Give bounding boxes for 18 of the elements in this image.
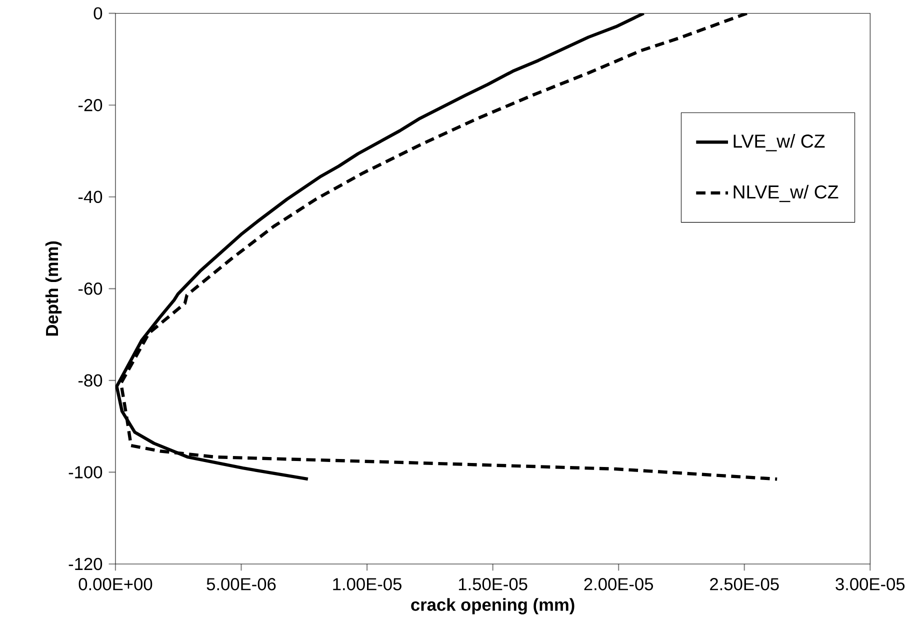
y-tick-label: -120 xyxy=(68,558,102,570)
legend-label: NLVE_w/ CZ xyxy=(734,184,838,202)
x-tick-label: 2.50E-05 xyxy=(710,578,779,590)
y-tick-label: 0 xyxy=(94,7,102,20)
y-tick-label: -20 xyxy=(78,98,102,112)
x-tick-label: 1.00E-05 xyxy=(333,578,402,590)
x-tick-label: 5.00E-06 xyxy=(206,578,276,590)
y-tick-label: -40 xyxy=(78,190,102,204)
x-tick-label: 1.50E-05 xyxy=(458,578,528,590)
x-tick-label: 0.00E+00 xyxy=(78,578,152,590)
x-axis-title: crack opening (mm) xyxy=(411,598,574,614)
legend-label: LVE_w/ CZ xyxy=(734,134,825,152)
y-tick-label: -80 xyxy=(78,374,102,387)
x-tick-label: 3.00E-05 xyxy=(836,578,905,590)
y-axis-title: Depth (mm) xyxy=(45,241,62,336)
x-tick-label: 2.00E-05 xyxy=(584,578,654,590)
y-tick-label: -100 xyxy=(68,466,102,478)
y-tick-label: -60 xyxy=(78,282,102,295)
